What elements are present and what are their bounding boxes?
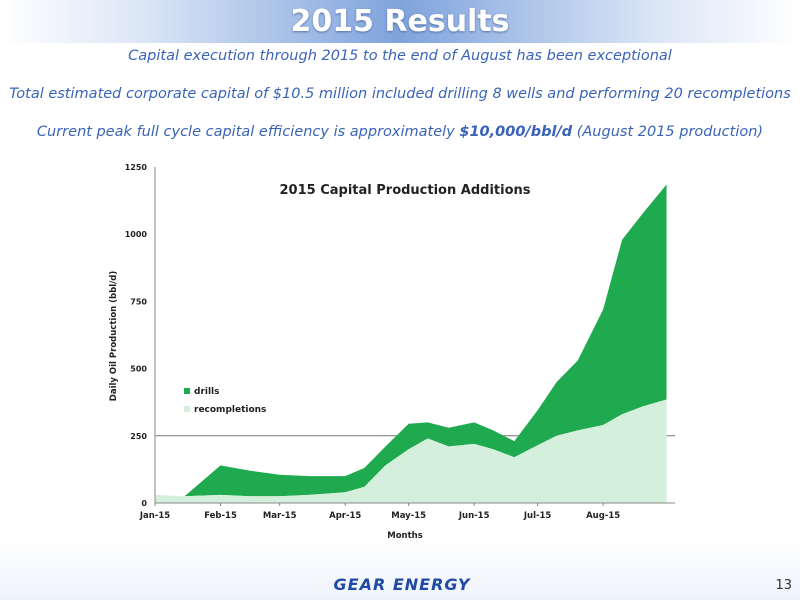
bullet-3-bold: $10,000/bbl/d (459, 124, 573, 140)
bullet-2: Total estimated corporate capital of $10… (0, 86, 800, 102)
legend: drills recompletions (184, 387, 266, 415)
title-bar (0, 0, 800, 43)
legend-swatch-recompletions (184, 406, 190, 412)
page-number: 13 (775, 578, 792, 593)
bullet-1: Capital execution through 2015 to the en… (0, 48, 800, 64)
y-tick-750: 750 (130, 297, 147, 306)
x-tick-Jan-15: Jan-15 (139, 511, 170, 521)
production-chart: 0 250 500 750 1000 1250 Jan-15 Feb-15 Mar-15 Apr-… (109, 163, 675, 541)
bullet-2-text: Total estimated corporate capital of $10… (9, 86, 791, 102)
y-tick-1250: 1250 (125, 163, 148, 172)
x-tick-Jul-15: Jul-15 (523, 511, 552, 521)
y-axis-label: Daily Oil Production (bbl/d) (109, 271, 119, 402)
x-axis-label: Months (387, 531, 423, 541)
legend-label-drills: drills (194, 387, 220, 397)
y-tick-250: 250 (130, 432, 147, 441)
chart-title: 2015 Capital Production Additions (280, 183, 531, 198)
legend-swatch-drills (184, 388, 190, 394)
bullet-3: Current peak full cycle capital efficien… (0, 124, 800, 140)
y-tick-0: 0 (141, 499, 147, 508)
x-tick-Aug-15: Aug-15 (586, 511, 620, 521)
logo-text: GEAR ENERGY (333, 575, 471, 594)
x-tick-Feb-15: Feb-15 (204, 511, 237, 521)
bullet-3-post: (August 2015 production) (572, 124, 764, 140)
y-tick-500: 500 (130, 365, 147, 374)
plot-area (155, 184, 675, 503)
x-tick-Mar-15: Mar-15 (263, 511, 297, 521)
axes: 0 250 500 750 1000 1250 Jan-15 Feb-15 Mar-15 Apr-… (125, 163, 675, 521)
slide-title: 2015 Results (290, 4, 510, 39)
series-recompletions-area (155, 399, 667, 503)
legend-label-recompletions: recompletions (194, 405, 266, 415)
bullet-3-text: Current peak full cycle capital efficien… (36, 124, 460, 140)
series-drills-area (155, 184, 667, 497)
x-tick-Jun-15: Jun-15 (458, 511, 490, 521)
y-tick-1000: 1000 (125, 230, 148, 239)
x-tick-Apr-15: Apr-15 (329, 511, 361, 521)
bullet-1-text: Capital execution through 2015 to the en… (128, 48, 672, 64)
footer-band (0, 540, 800, 600)
x-tick-May-15: May-15 (391, 511, 426, 521)
gear-energy-logo: GEAR ENERGY (322, 575, 482, 595)
